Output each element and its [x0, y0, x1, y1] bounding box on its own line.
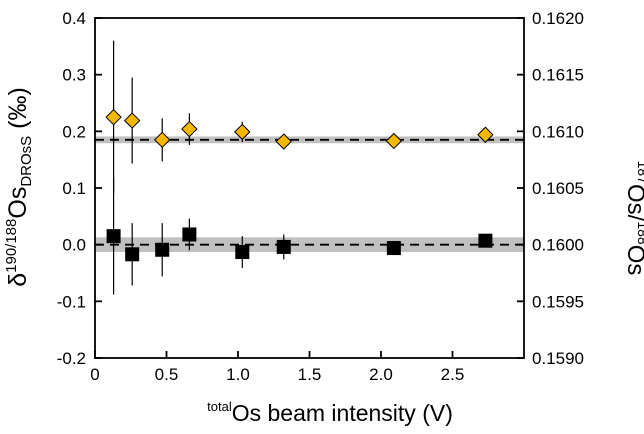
- x-tick-label: 0: [90, 365, 99, 384]
- right-y-tick-label: 0.1615: [532, 66, 584, 85]
- right-y-tick-label: 0.1610: [532, 122, 584, 141]
- x-tick-label: 1.5: [298, 365, 322, 384]
- reference-bands: [95, 136, 524, 253]
- square-marker: [106, 229, 121, 244]
- x-axis-title-sup: total: [207, 399, 232, 414]
- right-y-axis-title-sup2: 188: [635, 221, 644, 245]
- square-marker: [125, 247, 140, 262]
- diamond-marker: [154, 131, 171, 149]
- diamond-marker: [385, 132, 403, 150]
- left-y-axis-title: δ190/188OsDROsS (‰): [3, 87, 35, 287]
- left-y-tick-label: 0.4: [62, 9, 86, 28]
- right-y-axis-title-mid: Os/: [622, 184, 644, 222]
- square-marker: [478, 233, 493, 248]
- data-markers: [105, 108, 494, 262]
- diamond-marker: [181, 120, 198, 138]
- diamond-marker: [105, 108, 122, 126]
- square-marker: [276, 239, 291, 254]
- diamond-marker: [234, 123, 251, 141]
- left-y-tick-label: 0.0: [62, 236, 86, 255]
- left-y-axis-title-sup: 190/188: [3, 219, 20, 273]
- x-axis-title-main: Os beam intensity (V): [232, 400, 453, 426]
- axis-ticks: 0 0.5 1.0 1.5 2.0 2.5 -0.2 -0.1 0.0 0.1 0.2 0.3 0.4 0…: [57, 9, 584, 384]
- left-y-axis-title-pre: δ: [4, 273, 32, 287]
- diamond-marker: [123, 112, 141, 129]
- right-y-tick-label: 0.1595: [532, 292, 584, 311]
- right-y-tick-label: 0.1590: [532, 349, 584, 368]
- diamond-marker: [275, 133, 292, 150]
- x-tick-label: 2.0: [369, 365, 393, 384]
- left-y-tick-label: -0.1: [57, 292, 86, 311]
- left-y-axis-title-main: Os: [4, 187, 32, 219]
- left-y-tick-label: 0.3: [62, 66, 86, 85]
- left-y-tick-label: -0.2: [57, 349, 86, 368]
- right-y-tick-label: 0.1620: [532, 9, 584, 28]
- left-y-tick-label: 0.1: [62, 179, 86, 198]
- x-tick-label: 2.5: [441, 365, 465, 384]
- right-y-axis-title-sup1: 187: [635, 161, 644, 185]
- left-y-axis-title-sub: DROsS: [18, 136, 35, 187]
- right-y-tick-label: 0.1600: [532, 236, 584, 255]
- square-marker: [386, 241, 401, 256]
- square-marker: [235, 245, 250, 260]
- right-y-tick-label: 0.1605: [532, 179, 584, 198]
- square-marker: [155, 242, 170, 257]
- diamond-marker: [477, 126, 494, 143]
- x-tick-label: 0.5: [155, 365, 179, 384]
- square-marker: [182, 227, 197, 242]
- right-y-axis-title: 187Os/188Os: [622, 161, 644, 276]
- left-y-axis-title-post: (‰): [4, 87, 32, 136]
- right-y-axis-title-end: Os: [622, 245, 644, 276]
- x-axis-title: totalOs beam intensity (V): [207, 399, 453, 426]
- left-y-tick-label: 0.2: [62, 122, 86, 141]
- x-tick-label: 1.0: [226, 365, 250, 384]
